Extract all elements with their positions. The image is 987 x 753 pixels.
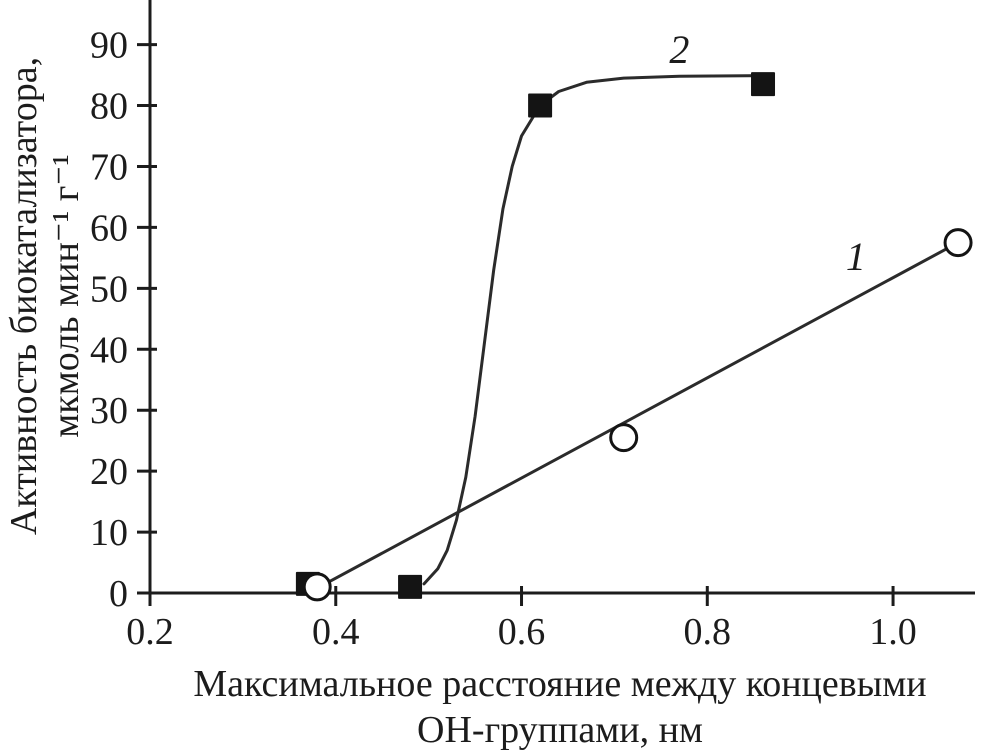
series-2-label: 2	[669, 27, 689, 72]
series-1-point	[943, 228, 973, 258]
y-tick-label: 10	[90, 512, 128, 554]
y-tick-label: 60	[90, 207, 128, 249]
y-axis-label-line1: Активность биокатализатора,	[3, 57, 45, 535]
y-tick-label: 20	[90, 451, 128, 493]
y-tick-label: 80	[90, 86, 128, 128]
y-tick-label: 90	[90, 25, 128, 67]
series-2-point	[528, 93, 553, 118]
plot-area: 0 10 20 30 40 50 60 70 80 90 0.2 0.4 0.6 0.8 1.0 1 2	[90, 0, 975, 653]
y-tick-label: 50	[90, 268, 128, 310]
series-2-curve	[422, 74, 765, 586]
x-axis-label-line1: Максимальное расстояние между концевыми	[193, 663, 926, 705]
x-tick-label: 0.8	[684, 611, 732, 653]
x-tick-label: 0.2	[126, 611, 174, 653]
y-tick-label: 40	[90, 329, 128, 371]
x-tick-label: 0.4	[312, 611, 360, 653]
series-1-label: 1	[846, 234, 866, 279]
x-axis-label-line2: ОН-группами, нм	[417, 709, 703, 751]
x-tick-label: 0.6	[498, 611, 546, 653]
series-1-point	[609, 423, 639, 453]
series-2-point	[751, 72, 776, 97]
series-2-point	[398, 574, 423, 599]
x-tick-label: 1.0	[869, 611, 917, 653]
y-axis-label-line2: мкмоль мин⁻¹ г⁻¹	[45, 154, 87, 438]
y-tick-label: 0	[109, 573, 128, 615]
series-1-curve	[320, 241, 960, 588]
series-1-point	[302, 572, 332, 602]
y-tick-label: 70	[90, 146, 128, 188]
y-tick-label: 30	[90, 390, 128, 432]
